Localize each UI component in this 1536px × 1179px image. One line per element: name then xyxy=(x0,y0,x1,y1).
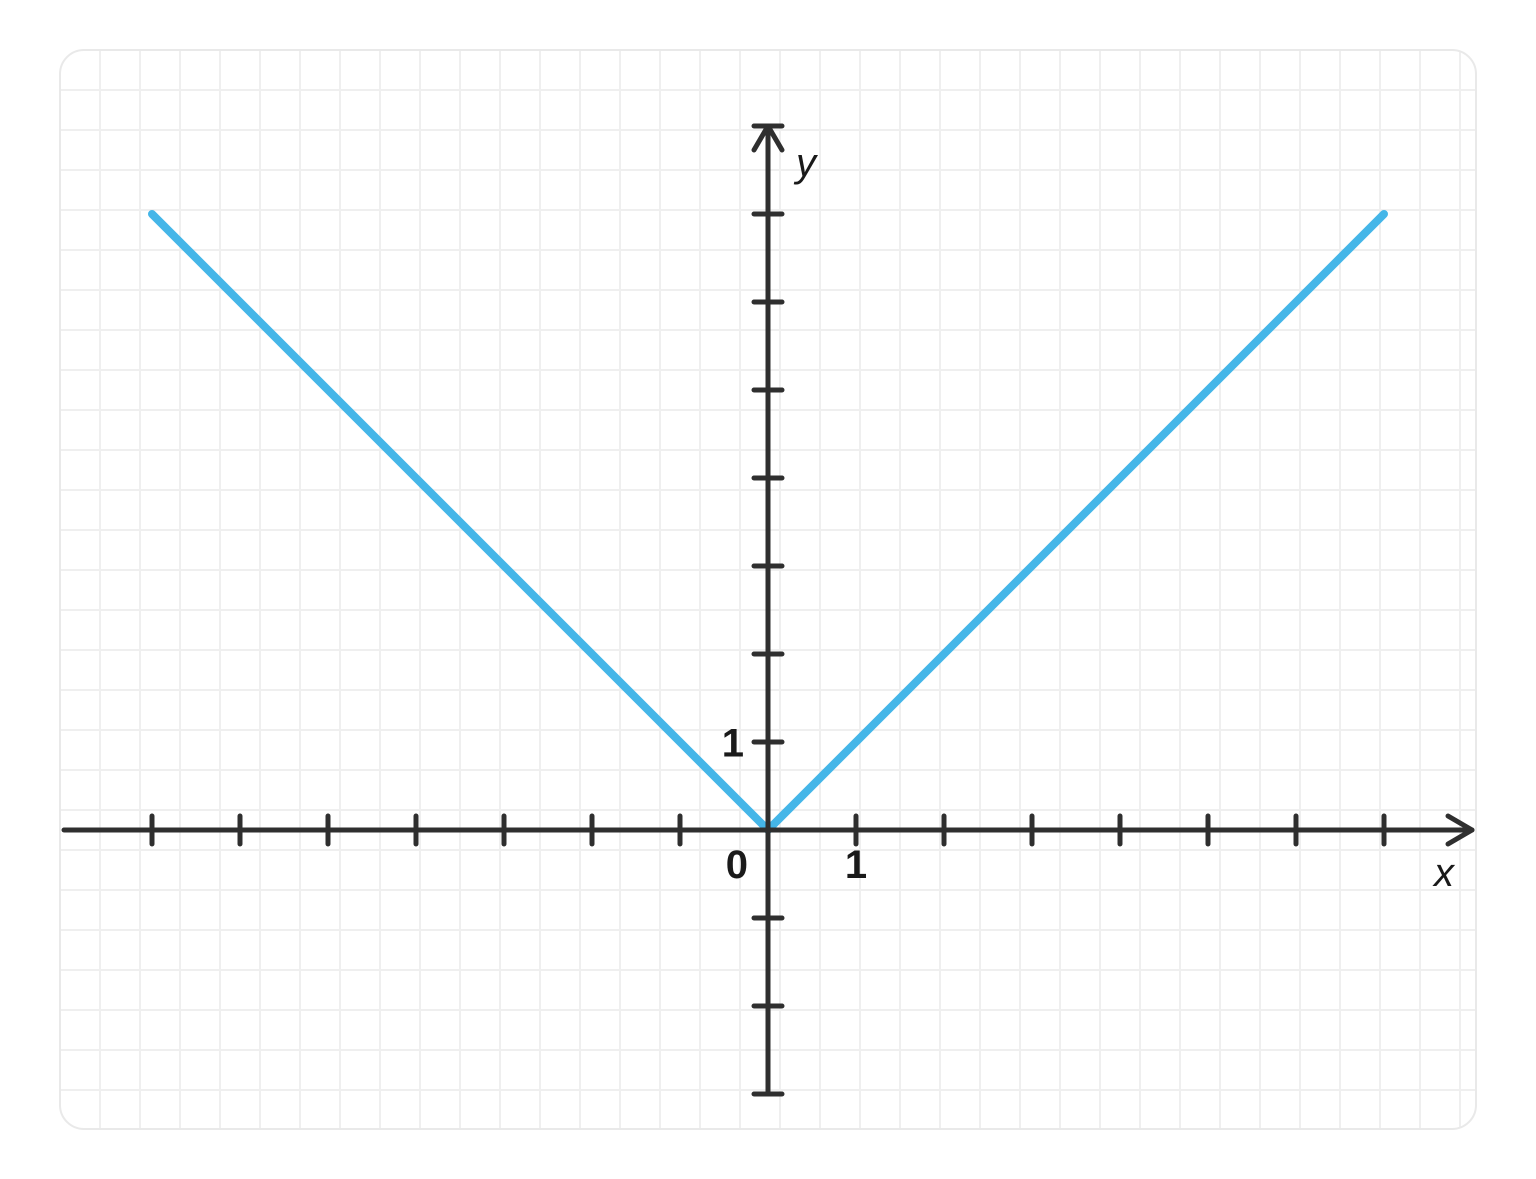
y-axis-label: y xyxy=(793,141,819,185)
chart-container: 0 1 1 x y xyxy=(0,0,1536,1179)
absolute-value-chart: 0 1 1 x y xyxy=(0,0,1536,1179)
y-tick-label-1: 1 xyxy=(722,722,744,766)
origin-label: 0 xyxy=(726,843,748,887)
x-tick-label-1: 1 xyxy=(845,843,867,887)
x-axis-label: x xyxy=(1432,851,1456,895)
